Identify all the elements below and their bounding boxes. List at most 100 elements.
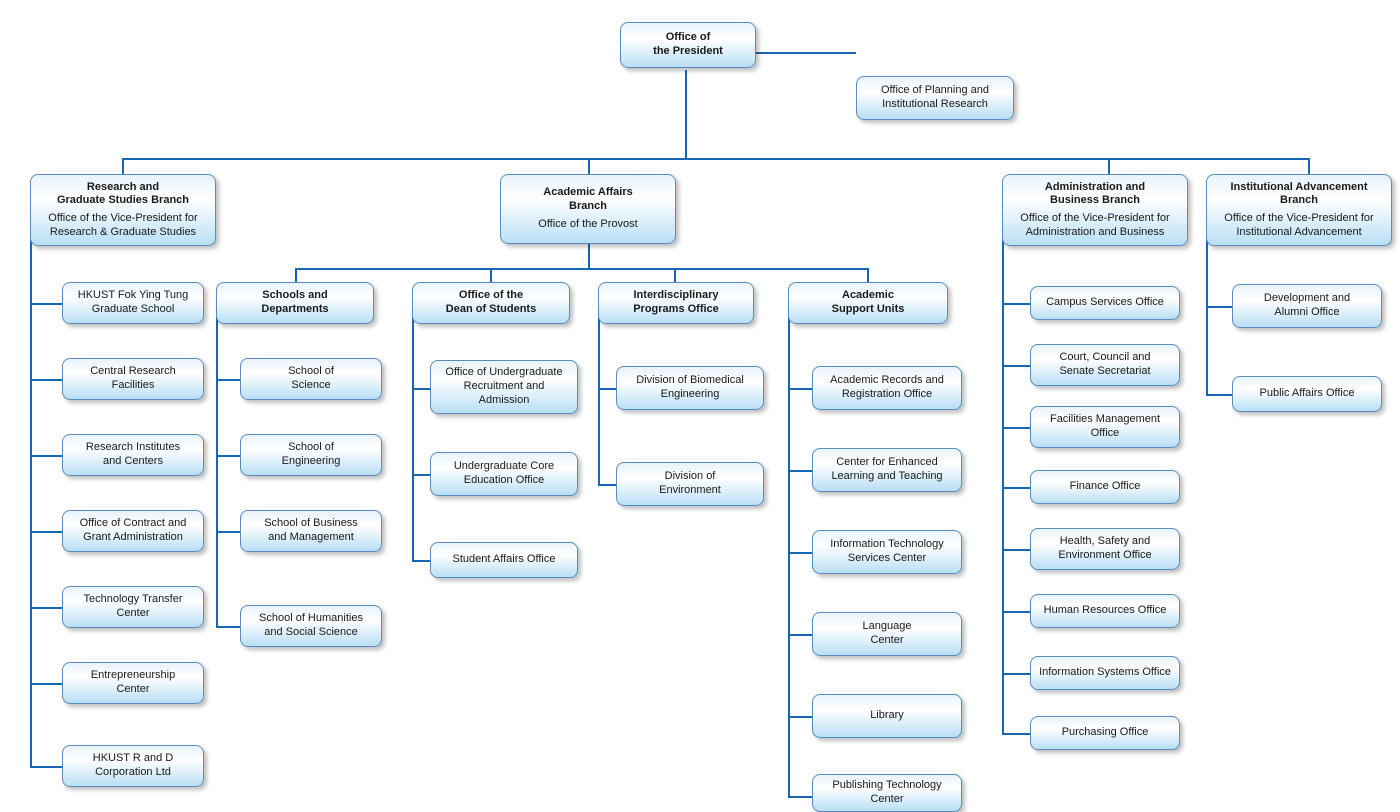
label: and Management [268, 531, 354, 545]
conn-support-stub-1 [788, 388, 812, 390]
node-a4: Finance Office [1030, 470, 1180, 504]
label: Graduate Studies Branch [57, 194, 189, 206]
label: Undergraduate Core [454, 460, 554, 474]
node-a7: Information Systems Office [1030, 656, 1180, 690]
conn-dean-stub-d3 [412, 560, 430, 562]
node-i1: Division of Biomedical Engineering [616, 366, 764, 410]
label: Registration Office [842, 388, 932, 402]
label: Graduate School [92, 303, 175, 317]
conn-acad-drop-schools [295, 268, 297, 282]
node-admin-branch: Administration andBusiness Branch Office… [1002, 174, 1188, 246]
label: Environment [659, 484, 721, 498]
node-r2: Central Research Facilities [62, 358, 204, 400]
label: Human Resources Office [1044, 604, 1167, 618]
node-a2: Court, Council and Senate Secretariat [1030, 344, 1180, 386]
label: HKUST Fok Ying Tung [78, 289, 188, 303]
conn-admin-stub-3 [1002, 427, 1030, 429]
label: Center [870, 793, 903, 807]
label: Science [291, 379, 330, 393]
label: Language [863, 620, 912, 634]
conn-support-stub-5 [788, 716, 812, 718]
label: Court, Council and [1059, 351, 1150, 365]
node-su6: Publishing Technology Center [812, 774, 962, 812]
node-support-head: AcademicSupport Units [788, 282, 948, 324]
conn-research-stub-r7 [30, 766, 62, 768]
conn-instadv-stub-1 [1206, 306, 1232, 308]
label: Center [116, 683, 149, 697]
label: Institutional Advancement [1236, 226, 1361, 238]
node-president: Office ofthe President [620, 22, 756, 68]
node-s1: School of Science [240, 358, 382, 400]
conn-research-stub-r1 [30, 303, 62, 305]
label: Schools and [262, 289, 327, 301]
conn-admin-stub-4 [1002, 487, 1030, 489]
conn-support-stub-4 [788, 634, 812, 636]
label: and Social Science [264, 626, 358, 640]
label: Administration and Business [1026, 226, 1165, 238]
label: Center for Enhanced [836, 456, 938, 470]
conn-inter-stub-i2 [598, 484, 616, 486]
conn-president-down [685, 70, 687, 158]
conn-support-stub-2 [788, 470, 812, 472]
label: Research and [87, 181, 159, 193]
label: and Centers [103, 455, 163, 469]
conn-research-stub-r5 [30, 607, 62, 609]
label: Academic Affairs [543, 186, 632, 198]
conn-admin-stub-7 [1002, 673, 1030, 675]
node-a8: Purchasing Office [1030, 716, 1180, 750]
label: Alumni Office [1274, 306, 1339, 320]
label: Office of Contract and [80, 517, 187, 531]
label: Branch [1280, 194, 1318, 206]
label: Center [116, 607, 149, 621]
label: Corporation Ltd [95, 766, 171, 780]
conn-admin-stub-2 [1002, 365, 1030, 367]
label: Engineering [661, 388, 720, 402]
node-instadv-branch: Institutional AdvancementBranch Office o… [1206, 174, 1392, 246]
label: Division of Biomedical [636, 374, 744, 388]
conn-support-stub-6 [788, 796, 812, 798]
label: Admission [479, 394, 530, 408]
node-s3: School of Business and Management [240, 510, 382, 552]
conn-academic-down [588, 244, 590, 268]
conn-schools-stub-s4 [216, 626, 240, 628]
conn-acad-drop-dean [490, 268, 492, 282]
node-a5: Health, Safety and Environment Office [1030, 528, 1180, 570]
conn-schools-stub-s2 [216, 455, 240, 457]
node-research-branch: Research andGraduate Studies Branch Offi… [30, 174, 216, 246]
node-r7: HKUST R and D Corporation Ltd [62, 745, 204, 787]
label: Programs Office [633, 303, 719, 315]
label: Publishing Technology [832, 779, 941, 793]
node-planning: Office of Planning and Institutional Res… [856, 76, 1014, 120]
label: School of [288, 365, 334, 379]
label: Facilities [112, 379, 155, 393]
label: Information Systems Office [1039, 666, 1171, 680]
label: Office of Planning and [881, 84, 989, 98]
conn-dean-stub-d2 [412, 474, 430, 476]
conn-inter-trunk [598, 306, 600, 486]
label: Academic Records and [830, 374, 944, 388]
conn-research-stub-r3 [30, 455, 62, 457]
label: the President [653, 45, 723, 57]
node-schools-head: Schools andDepartments [216, 282, 374, 324]
conn-dean-trunk [412, 306, 414, 562]
label: Health, Safety and [1060, 535, 1151, 549]
label: Senate Secretariat [1059, 365, 1150, 379]
label: Recruitment and [464, 380, 545, 394]
node-a6: Human Resources Office [1030, 594, 1180, 628]
label: School of Business [264, 517, 358, 531]
label: HKUST R and D [93, 752, 174, 766]
label: Research & Graduate Studies [50, 226, 196, 238]
label: Office of the [459, 289, 523, 301]
label: Office of the Vice-President for [48, 212, 197, 224]
node-a3: Facilities Management Office [1030, 406, 1180, 448]
label: Public Affairs Office [1260, 387, 1355, 401]
conn-acad-drop-support [867, 268, 869, 282]
node-su3: Information Technology Services Center [812, 530, 962, 574]
node-su1: Academic Records and Registration Office [812, 366, 962, 410]
conn-research-stub-r2 [30, 379, 62, 381]
label: Central Research [90, 365, 176, 379]
label: Information Technology [830, 538, 944, 552]
conn-instadv-stub-2 [1206, 394, 1232, 396]
conn-admin-stub-6 [1002, 611, 1030, 613]
label: Branch [569, 200, 607, 212]
